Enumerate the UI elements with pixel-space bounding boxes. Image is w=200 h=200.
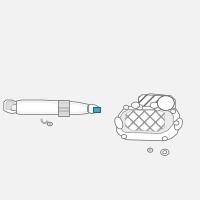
Polygon shape (139, 94, 175, 113)
Ellipse shape (124, 105, 129, 109)
Ellipse shape (174, 121, 179, 125)
Ellipse shape (160, 105, 165, 109)
Ellipse shape (154, 106, 161, 111)
Polygon shape (16, 100, 92, 115)
Ellipse shape (47, 122, 52, 126)
Polygon shape (4, 100, 16, 114)
Polygon shape (6, 101, 14, 109)
Bar (58, 100, 69, 116)
Polygon shape (89, 104, 99, 114)
Ellipse shape (150, 102, 159, 108)
Ellipse shape (148, 148, 153, 152)
Polygon shape (125, 110, 165, 131)
Ellipse shape (161, 149, 169, 155)
Ellipse shape (131, 102, 140, 108)
Ellipse shape (115, 117, 123, 129)
Ellipse shape (163, 151, 167, 154)
Ellipse shape (162, 137, 167, 141)
Ellipse shape (137, 105, 143, 110)
Polygon shape (87, 105, 95, 113)
Polygon shape (120, 109, 173, 133)
Ellipse shape (121, 134, 127, 139)
Ellipse shape (157, 96, 174, 110)
Ellipse shape (171, 109, 176, 114)
Polygon shape (117, 106, 179, 141)
FancyBboxPatch shape (93, 107, 100, 112)
Polygon shape (139, 95, 171, 110)
Ellipse shape (174, 118, 182, 130)
